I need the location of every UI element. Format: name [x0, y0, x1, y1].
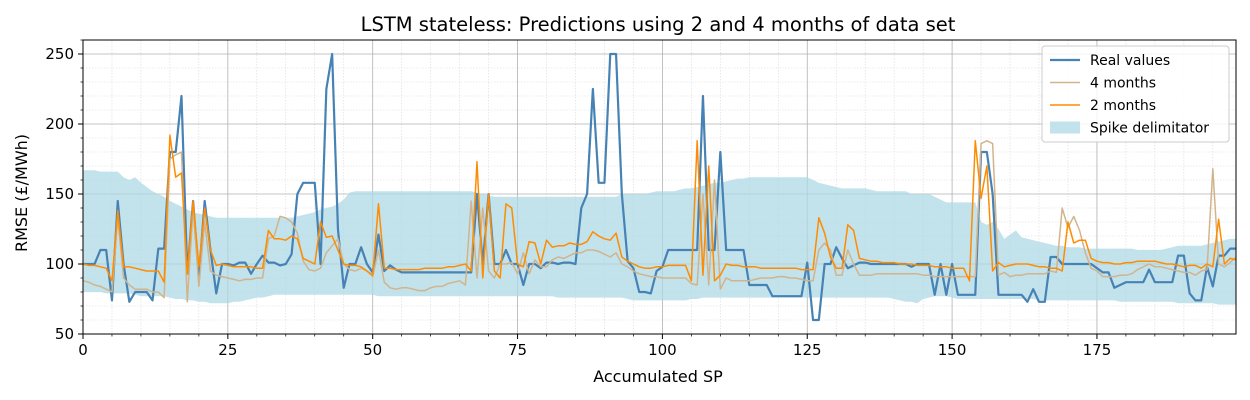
x-tick-label: 0	[78, 341, 88, 359]
series-2-months-line	[83, 134, 1236, 283]
plot-area: 0 25 50 75 100 125 150 175 50 100 150 200 250	[45, 39, 1237, 359]
x-tick-label: 150	[938, 341, 967, 359]
y-tick-label: 50	[55, 325, 74, 343]
legend-label-spike-delimitator: Spike delimitator	[1090, 121, 1209, 137]
x-axis-label: Accumulated SP	[593, 367, 723, 386]
series-group	[83, 52, 1236, 322]
legend-box	[1041, 45, 1230, 143]
y-tick-label: 150	[45, 185, 74, 203]
y-tick-label: 100	[45, 255, 74, 273]
x-tick-label: 175	[1083, 341, 1112, 359]
x-tick-label: 75	[508, 341, 527, 359]
legend-swatch-spike-delimitator	[1050, 121, 1080, 134]
plot-frame	[82, 39, 1237, 335]
series-4-months-line	[83, 140, 1236, 303]
legend-label-4-months: 4 months	[1090, 76, 1156, 92]
y-axis-label: RMSE (£/MWh)	[12, 134, 31, 252]
ticks: 0 25 50 75 100 125 150 175 50 100 150 200 250	[45, 39, 1214, 359]
legend: Real values 4 months 2 months Spike delimit…	[1041, 45, 1230, 143]
x-tick-label: 25	[218, 341, 237, 359]
y-tick-label: 250	[45, 45, 74, 63]
x-tick-label: 100	[648, 341, 677, 359]
y-tick-label: 200	[45, 115, 74, 133]
legend-label-real-values: Real values	[1090, 53, 1170, 69]
x-tick-label: 50	[363, 341, 382, 359]
legend-label-2-months: 2 months	[1090, 98, 1156, 114]
chart-title: LSTM stateless: Predictions using 2 and …	[361, 13, 956, 36]
x-tick-label: 125	[793, 341, 822, 359]
